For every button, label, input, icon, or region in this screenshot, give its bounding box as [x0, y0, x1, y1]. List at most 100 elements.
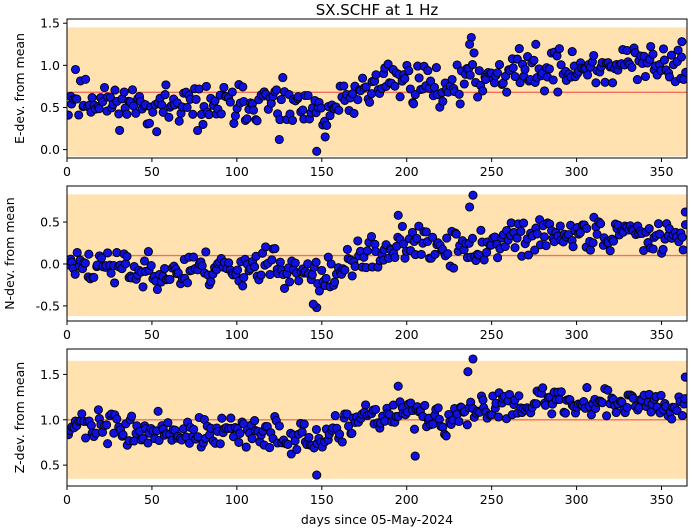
data-point [112, 414, 122, 424]
x-tick-label: 50 [144, 327, 160, 342]
data-point [330, 277, 340, 287]
data-point [514, 44, 524, 54]
data-point [410, 451, 420, 461]
y-tick-label: 1.5 [40, 16, 60, 31]
data-point [143, 247, 153, 257]
data-point [163, 418, 173, 428]
data-point [294, 276, 304, 286]
data-point [479, 255, 489, 265]
data-point [138, 282, 148, 292]
x-tick-label: 300 [565, 164, 589, 179]
x-tick-label: 150 [310, 327, 334, 342]
x-tick-label: 50 [144, 164, 160, 179]
panel-vertical: 0 50 100 150 200 250 300 350 0.5 1.0 1.5 Z-dev. fro… [12, 348, 688, 507]
data-point [508, 63, 518, 73]
x-tick-label: 200 [395, 492, 419, 507]
data-point [416, 249, 426, 259]
data-point [139, 256, 150, 266]
data-point [423, 66, 433, 76]
data-point [321, 273, 331, 283]
x-tick-label: 250 [480, 164, 504, 179]
data-point [271, 85, 282, 95]
data-point [86, 420, 96, 431]
data-point [523, 250, 534, 260]
data-point [334, 105, 344, 115]
data-point [644, 224, 654, 234]
data-point [70, 269, 80, 279]
data-point [478, 395, 488, 405]
data-point [119, 87, 129, 97]
data-point [303, 90, 313, 101]
data-point [216, 109, 226, 119]
x-tick-label: 150 [310, 164, 334, 179]
data-point [74, 110, 84, 120]
data-point [421, 227, 431, 237]
x-tick-label: 100 [225, 164, 249, 179]
data-point [238, 82, 248, 92]
data-point [680, 207, 687, 217]
data-point [454, 89, 464, 99]
data-point [122, 109, 132, 119]
data-point [153, 406, 163, 416]
data-point [588, 238, 598, 248]
data-point [174, 116, 184, 126]
x-tick-label: 150 [310, 492, 334, 507]
chart-title: SX.SCHF at 1 Hz [316, 1, 439, 19]
data-point [143, 438, 153, 448]
data-point [247, 434, 257, 444]
data-point [307, 270, 317, 280]
data-point [215, 439, 225, 449]
data-point [510, 243, 520, 253]
data-point [206, 277, 216, 287]
data-point [265, 443, 275, 453]
data-point [353, 236, 363, 246]
data-point [283, 439, 293, 449]
data-point [400, 74, 410, 84]
data-point [99, 82, 110, 93]
x-tick-label: 250 [480, 492, 504, 507]
data-point [447, 74, 457, 85]
data-point [632, 75, 642, 85]
data-point [634, 403, 644, 413]
data-point [455, 99, 465, 109]
data-point [405, 84, 415, 94]
data-point [582, 383, 592, 393]
data-point [553, 87, 563, 97]
data-point [81, 74, 91, 84]
data-point [554, 44, 564, 54]
x-tick-label: 350 [650, 164, 674, 179]
data-point [106, 268, 116, 278]
data-point [114, 109, 124, 119]
data-point [465, 202, 475, 212]
data-point [358, 73, 368, 83]
data-point [493, 253, 503, 263]
data-point [541, 241, 551, 251]
data-point [441, 431, 451, 441]
data-point [311, 257, 321, 267]
data-point [677, 411, 687, 421]
data-point [512, 233, 522, 243]
data-point [326, 259, 336, 269]
scatter-points [67, 190, 687, 313]
x-tick-label: 0 [63, 164, 71, 179]
y-tick-label: 1.0 [40, 412, 60, 427]
data-point [312, 146, 322, 156]
data-point [157, 100, 167, 110]
data-point [312, 470, 322, 480]
data-point [431, 63, 441, 73]
data-point [492, 68, 503, 78]
data-point [160, 90, 170, 100]
x-tick-label: 50 [144, 492, 160, 507]
data-point [201, 81, 211, 91]
data-point [414, 73, 424, 83]
data-point [103, 248, 113, 258]
data-point [596, 219, 606, 229]
panel-east: 0 50 100 150 200 250 300 350 0.0 0.5 1.0 1.5 E-dev. … [12, 16, 688, 179]
data-point [362, 246, 372, 256]
data-point [390, 81, 400, 91]
data-point [548, 75, 558, 85]
data-point [230, 111, 240, 121]
data-point [469, 48, 479, 58]
data-point [337, 437, 347, 447]
data-point [463, 367, 473, 377]
